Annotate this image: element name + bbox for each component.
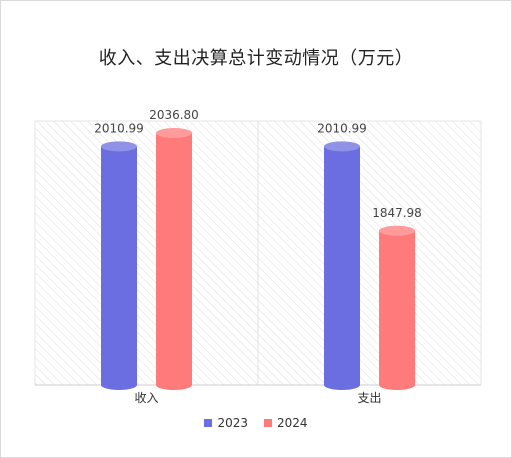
- legend-swatch-2023: [204, 419, 213, 427]
- chart-title: 收入、支出决算总计变动情况（万元）: [98, 48, 414, 69]
- x-tick-label-expense: 支出: [357, 391, 381, 405]
- legend-swatch-2024: [264, 419, 272, 427]
- x-tick-label-income: 收入: [134, 391, 158, 405]
- bar-expense-2024: [379, 225, 415, 390]
- legend: 2023 2024: [0, 416, 512, 430]
- data-label-income-2024: 2036.80: [149, 108, 199, 122]
- legend-item-2024: 2024: [264, 416, 308, 430]
- bar-expense-2023: [324, 141, 360, 390]
- data-label-expense-2023: 2010.99: [317, 121, 367, 135]
- data-label-expense-2024: 1847.98: [372, 206, 422, 220]
- legend-label-2023: 2023: [217, 416, 248, 430]
- bar-income-2024: [156, 128, 192, 390]
- data-label-income-2023: 2010.99: [94, 121, 144, 135]
- bar-income-2023: [101, 141, 137, 390]
- legend-label-2024: 2024: [277, 416, 308, 430]
- legend-item-2023: 2023: [204, 416, 248, 430]
